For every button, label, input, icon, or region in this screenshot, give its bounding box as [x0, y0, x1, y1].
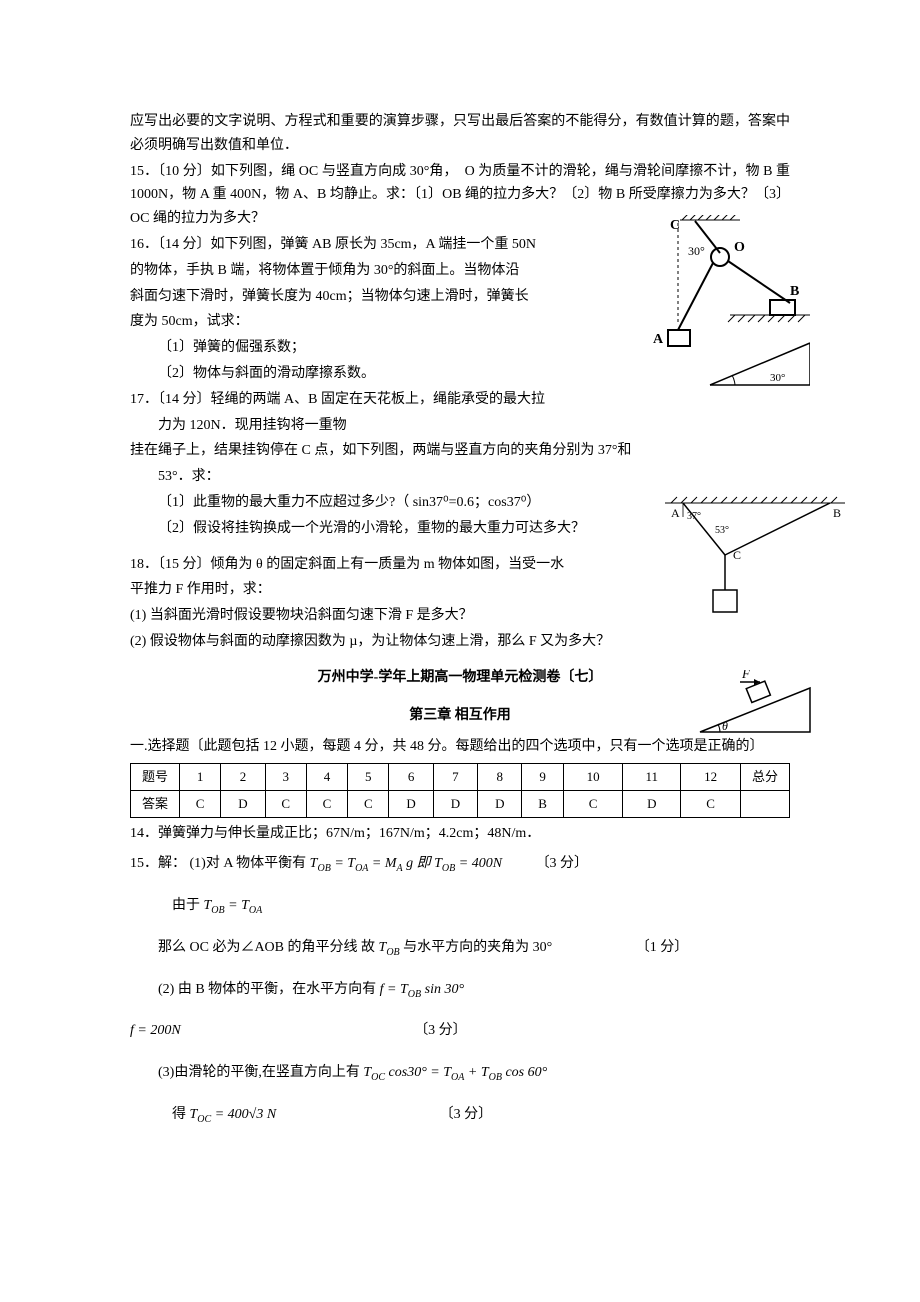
q17-l2: 力为 120N．现用挂钩将一重物: [130, 414, 790, 438]
label-A: A: [653, 332, 664, 347]
pts: 〔3 分〕: [536, 856, 589, 871]
label-C: C: [670, 218, 680, 233]
label-37: 37°: [687, 511, 701, 522]
eq: = 400N: [459, 856, 502, 871]
label-30: 30°: [688, 244, 705, 258]
txt: (3)由滑轮的平衡,在竖直方向上有: [158, 1065, 360, 1080]
cell: 11: [623, 764, 681, 791]
label-A17: A: [671, 506, 680, 520]
a15-l5: f = 200N 〔3 分〕: [130, 1019, 790, 1043]
cell: 1: [180, 764, 221, 791]
a15-l4: (2) 由 B 物体的平衡，在水平方向有 f = TOB sin 30°: [130, 978, 790, 1002]
cell: D: [623, 791, 681, 818]
cell: D: [433, 791, 477, 818]
cell: 6: [389, 764, 433, 791]
cell: 9: [522, 764, 563, 791]
txt: 那么 OC 必为∠AOB 的角平分线 故: [158, 940, 375, 955]
figure-pulley: C O 30° A B: [640, 215, 810, 390]
th-ans: 答案: [131, 791, 180, 818]
cell: D: [389, 791, 433, 818]
a15-l3: 那么 OC 必为∠AOB 的角平分线 故 TOB 与水平方向的夹角为 30° 〔…: [130, 936, 790, 960]
eq: g 即: [406, 856, 431, 871]
txt: 得: [172, 1107, 186, 1122]
eq: T: [363, 1065, 371, 1080]
label-B17: B: [833, 506, 841, 520]
pts: 〔1 分〕: [636, 940, 689, 955]
cell: 7: [433, 764, 477, 791]
txt: 15．解： (1)对 A 物体平衡有: [130, 856, 306, 871]
eq: cos30° = T: [389, 1065, 452, 1080]
cell: D: [478, 791, 522, 818]
eq: cos 60°: [505, 1065, 547, 1080]
cell: D: [221, 791, 265, 818]
figure-incline-F: F θ: [690, 670, 820, 740]
a14: 14．弹簧弹力与伸长量成正比；67N/m；167N/m；4.2cm；48N/m．: [130, 822, 790, 846]
top-note: 应写出必要的文字说明、方程式和重要的演算步骤，只写出最后答案的不能得分，有数值计…: [130, 110, 790, 158]
cell: [741, 791, 790, 818]
q17-l1: 17．〔14 分〕轻绳的两端 A、B 固定在天花板上，绳能承受的最大拉: [130, 388, 790, 412]
cell: C: [306, 791, 347, 818]
eq: TOB: [310, 856, 331, 871]
eq: =: [228, 898, 241, 913]
txt: (2) 由 B 物体的平衡，在水平方向有: [158, 982, 376, 997]
cell: 5: [348, 764, 389, 791]
eq: sin 30°: [425, 982, 464, 997]
label-theta: θ: [722, 719, 728, 733]
figure-ceiling-rope: A B C 37° 53°: [665, 495, 845, 625]
q17-l3: 挂在绳子上，结果挂钩停在 C 点，如下列图，两端与竖直方向的夹角分别为 37°和: [130, 439, 790, 463]
cell: 10: [563, 764, 623, 791]
cell: 12: [681, 764, 741, 791]
label-30b: 30°: [770, 372, 785, 384]
txt: 与水平方向的夹角为 30°: [403, 940, 552, 955]
th-num: 题号: [131, 764, 180, 791]
cell: 4: [306, 764, 347, 791]
cell: C: [348, 791, 389, 818]
label-53: 53°: [715, 525, 729, 536]
txt: 由于: [172, 898, 204, 913]
eq: + T: [468, 1065, 489, 1080]
cell: C: [180, 791, 221, 818]
label-O: O: [734, 240, 745, 255]
cell: 8: [478, 764, 522, 791]
eq: f = T: [380, 982, 408, 997]
a15-l7: 得 TOC = 400√3 N 〔3 分〕: [130, 1103, 790, 1127]
eq: f = 200N: [130, 1023, 181, 1038]
eq: TOB: [204, 898, 225, 913]
cell: B: [522, 791, 563, 818]
table-row: 题号 1 2 3 4 5 6 7 8 9 10 11 12 总分: [131, 764, 790, 791]
eq: TOB: [379, 940, 400, 955]
cell: 2: [221, 764, 265, 791]
pts: 〔3 分〕: [440, 1107, 493, 1122]
q17-l4: 53°．求：: [130, 465, 790, 489]
table-row: 答案 C D C C C D D D B C D C: [131, 791, 790, 818]
a15-l2: 由于 TOB = TOA: [130, 894, 790, 918]
eq: =: [334, 856, 347, 871]
label-F: F: [741, 670, 751, 681]
label-B: B: [790, 284, 799, 299]
cell: C: [681, 791, 741, 818]
eq: TOB: [434, 856, 455, 871]
q18-s2: (2) 假设物体与斜面的动摩擦因数为 µ，为让物体匀速上滑，那么 F 又为多大？: [130, 630, 790, 654]
answer-table: 题号 1 2 3 4 5 6 7 8 9 10 11 12 总分 答案 C D …: [130, 763, 790, 818]
eq: = 400√3 N: [215, 1107, 276, 1122]
cell: 3: [265, 764, 306, 791]
eq: = M: [372, 856, 397, 871]
eq: TOA: [347, 856, 368, 871]
a15-l1: 15．解： (1)对 A 物体平衡有 TOB = TOA = MA g 即 TO…: [130, 852, 790, 876]
a15-l6: (3)由滑轮的平衡,在竖直方向上有 TOC cos30° = TOA + TOB…: [130, 1061, 790, 1085]
label-C17: C: [733, 548, 741, 562]
th-total: 总分: [741, 764, 790, 791]
pts: 〔3 分〕: [414, 1023, 467, 1038]
eq: TOA: [241, 898, 262, 913]
cell: C: [265, 791, 306, 818]
cell: C: [563, 791, 623, 818]
